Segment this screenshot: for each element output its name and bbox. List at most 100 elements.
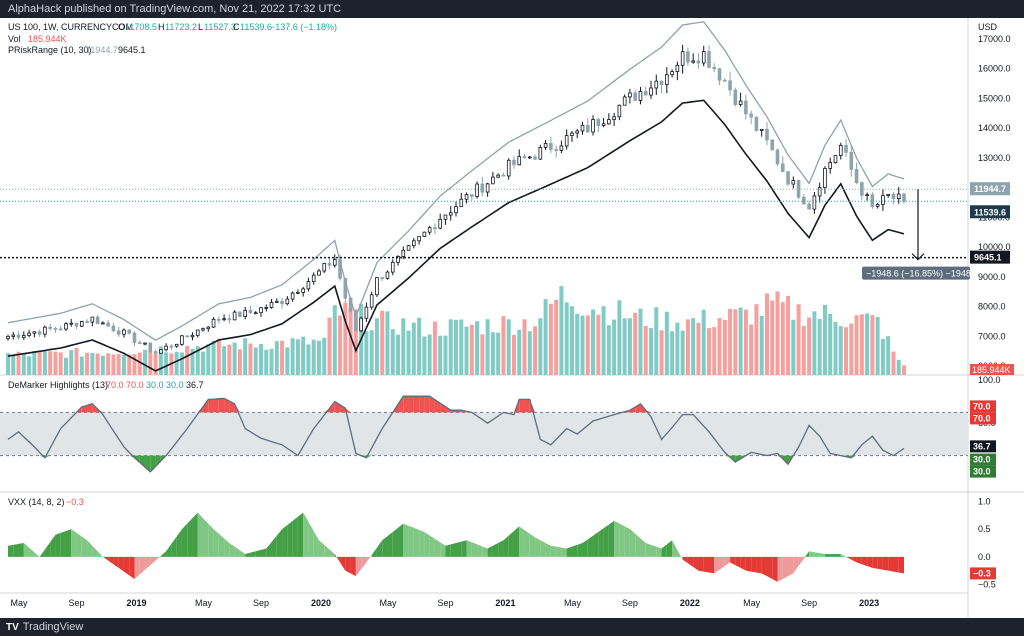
chart-svg[interactable]: USD17000.016000.015000.014000.013000.012… — [0, 18, 1024, 618]
volume-bar — [807, 317, 812, 375]
candle-body — [264, 306, 269, 309]
demarker-tag-upper-a-box — [970, 400, 996, 413]
volume-bar — [232, 342, 237, 375]
demarker-name: DeMarker Highlights (13) — [8, 380, 108, 390]
vxx-positive-area — [445, 544, 451, 557]
volume-bar — [733, 309, 738, 375]
volume-bar — [780, 302, 785, 375]
tv-icon: TV — [6, 622, 19, 633]
volume-bar — [427, 334, 432, 375]
volume-bar — [85, 352, 90, 375]
candle-body — [754, 116, 759, 131]
volume-bar — [759, 315, 764, 375]
lower-level-label-box — [970, 250, 1010, 264]
vxx-negative-area — [772, 556, 778, 582]
candle-body — [633, 92, 637, 101]
vxx-positive-area — [176, 529, 182, 557]
vxx-positive-area — [456, 541, 462, 557]
vxx-positive-area — [329, 549, 335, 557]
chart-area[interactable]: USD17000.016000.015000.014000.013000.012… — [0, 18, 1024, 618]
volume-bar — [216, 338, 221, 375]
candle-body — [406, 245, 411, 251]
demarker-band — [0, 412, 968, 456]
candle-body — [159, 349, 163, 354]
vxx-positive-area — [498, 540, 504, 557]
demarker-line — [7, 395, 905, 473]
volume-bar — [332, 305, 337, 375]
vxx-positive-area — [23, 543, 30, 557]
volume-bar — [654, 307, 659, 375]
candle-body — [369, 294, 374, 308]
volume-bar — [406, 330, 411, 375]
volume-bar — [506, 319, 511, 375]
vxx-positive-area — [440, 542, 446, 557]
upper-level-label: 11944.7 — [974, 184, 1006, 194]
candle-body — [58, 328, 63, 331]
volume-bar — [422, 336, 427, 375]
vxx-positive-area — [166, 543, 172, 557]
vxx-positive-area — [461, 540, 467, 557]
vxx-positive-area — [81, 536, 88, 557]
volume-bar — [27, 356, 32, 375]
low-label: L — [198, 22, 203, 32]
candle-body — [791, 180, 796, 185]
vxx-positive-area — [65, 529, 72, 557]
volume-bar — [902, 365, 906, 375]
candle-body — [343, 277, 348, 299]
vxx-positive-area — [34, 552, 40, 557]
candle-body — [90, 316, 95, 323]
demarker-tag-current-box — [970, 440, 996, 453]
candle-body — [538, 147, 543, 160]
vxx-positive-area — [819, 553, 825, 557]
vxx-positive-area — [50, 534, 56, 557]
volume-bar — [417, 317, 422, 375]
vxx-negative-area — [708, 556, 715, 574]
demarker-overbought-fill — [224, 398, 230, 413]
vxx-positive-area — [629, 529, 636, 557]
vxx-negative-area — [893, 556, 899, 573]
volume-bar — [153, 353, 158, 375]
vxx-positive-area — [245, 552, 251, 557]
vxx-positive-area — [434, 538, 441, 557]
vxx-positive-area — [419, 529, 425, 557]
volume-bar — [633, 312, 638, 375]
tradingview-logo[interactable]: TV TradingView — [6, 621, 83, 633]
candle-body — [665, 74, 669, 86]
vxx-positive-area — [503, 535, 509, 557]
vxx-positive-area — [324, 544, 330, 557]
vxx-negative-area — [698, 556, 704, 572]
candle-body — [180, 335, 184, 345]
vxx-negative-area — [129, 556, 135, 579]
volume-bar — [696, 322, 701, 375]
volume-bar — [227, 344, 232, 375]
vxx-tick-label: 1.0 — [978, 497, 991, 507]
candle-body — [849, 151, 854, 170]
time-tick-label: Sep — [801, 598, 817, 608]
volume-bar — [21, 353, 26, 375]
volume-bar — [148, 351, 153, 375]
candle-body — [817, 187, 822, 197]
volume-bar — [343, 302, 348, 375]
time-tick-label: 2022 — [680, 598, 700, 608]
candle-body — [348, 297, 353, 312]
volume-bar — [301, 336, 306, 375]
volume-bar — [675, 322, 680, 375]
volume-bar — [786, 295, 791, 375]
vxx-positive-area — [566, 546, 572, 557]
demarker-tag-lower-b: 30.0 — [973, 467, 991, 477]
candle-body — [696, 60, 701, 64]
demarker-tag-lower-a: 30.0 — [973, 455, 991, 465]
vxx-negative-area — [693, 556, 699, 571]
vxx-positive-area — [44, 542, 51, 557]
vxx-negative-area — [361, 556, 367, 570]
vxx-positive-area — [598, 528, 604, 557]
candle-body — [332, 259, 337, 266]
vxx-positive-area — [608, 520, 615, 557]
candle-body — [485, 183, 490, 193]
vxx-positive-area — [651, 544, 657, 557]
vxx-positive-area — [656, 546, 662, 557]
volume-bar — [554, 299, 559, 375]
candle-body — [512, 159, 516, 166]
vxx-negative-area — [108, 556, 114, 565]
candle-body — [580, 124, 585, 132]
